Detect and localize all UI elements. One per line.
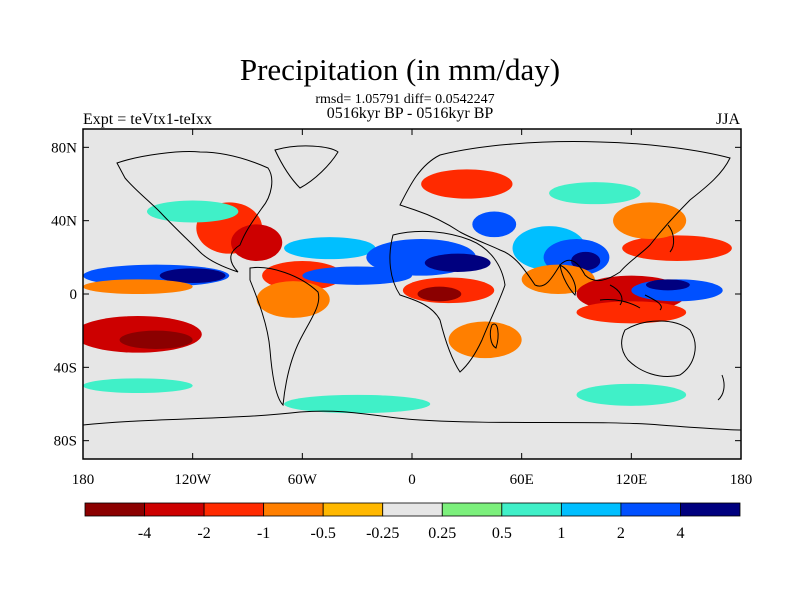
anomaly-region	[613, 202, 687, 240]
lat-label: 80S	[54, 434, 77, 450]
anomaly-region	[256, 281, 330, 318]
colorbar-label: 0.25	[428, 525, 456, 542]
anomaly-region	[119, 330, 193, 350]
experiment-label: Expt = teVtx1-teIxx	[83, 111, 212, 128]
stats-subtitle: rmsd= 1.05791 diff= 0.0542247	[315, 92, 495, 107]
lon-label: 120E	[615, 472, 647, 488]
colorbar-label: 1	[557, 525, 565, 542]
coast-south-america	[249, 266, 320, 407]
colorbar-label: 4	[676, 525, 684, 542]
anomaly-region	[417, 286, 462, 302]
colorbar-label: -0.5	[311, 525, 336, 542]
coast-antarctica	[83, 410, 741, 431]
colorbar-box	[322, 502, 384, 517]
anomaly-region	[83, 279, 193, 294]
season-label: JJA	[715, 111, 740, 128]
colorbar-box	[441, 502, 503, 517]
colorbar-box	[680, 502, 741, 517]
anomaly-region	[159, 268, 226, 283]
colorbar-box	[144, 502, 205, 517]
colorbar-box	[382, 502, 443, 517]
colorbar-box	[84, 502, 145, 517]
coast-japan	[667, 224, 675, 253]
lon-label: 120W	[174, 472, 212, 488]
colorbar-label: 2	[617, 525, 625, 542]
anomaly-region	[146, 200, 239, 223]
anomaly-region	[549, 182, 641, 205]
coastlines	[83, 141, 741, 431]
colorbar-box	[263, 502, 324, 517]
coast-africa	[389, 230, 506, 373]
anomaly-region	[424, 253, 491, 272]
colorbar-label: -4	[138, 525, 151, 542]
coast-australia	[621, 320, 696, 377]
lon-label: 60W	[288, 472, 318, 488]
plot-title: Precipitation (in mm/day)	[239, 52, 561, 87]
anomaly-region	[421, 169, 513, 199]
coast-greenland	[274, 145, 339, 189]
anomaly-region	[302, 266, 412, 285]
anomaly-region	[448, 321, 522, 359]
colorbar-box	[620, 502, 681, 517]
map-axes: 80N 40N 0 40S 80S 180 120W 60W 0 60E 120E 180	[51, 129, 752, 488]
lat-label: 40S	[54, 360, 77, 376]
colorbar-box	[501, 502, 562, 517]
colorbar: -4 -2 -1 -0.5 -0.25 0.25 0.5 1 2 4	[84, 502, 741, 542]
colorbar-label: -2	[197, 525, 210, 542]
coast-north-america	[116, 151, 273, 273]
anomaly-region	[576, 383, 687, 406]
lon-label: 60E	[510, 472, 534, 488]
colorbar-label: 0.5	[492, 525, 512, 542]
lat-label: 0	[70, 287, 78, 303]
lat-label: 40N	[51, 214, 77, 230]
anomaly-region	[284, 394, 431, 414]
coast-india	[559, 264, 577, 296]
anomaly-region	[472, 211, 517, 238]
coast-eurasia	[399, 141, 731, 287]
colorbar-box	[560, 502, 622, 517]
anomaly-region	[521, 264, 595, 295]
anomaly-region	[284, 237, 376, 260]
colorbar-box	[203, 502, 265, 517]
anomaly-region	[576, 301, 687, 324]
colorbar-label: -0.25	[366, 525, 399, 542]
colorbar-label: -1	[257, 525, 270, 542]
coast-indonesia	[599, 284, 662, 311]
precip-anomaly-field	[83, 169, 732, 414]
anomaly-region	[231, 224, 283, 261]
anomaly-region	[622, 235, 732, 261]
period-subtitle: 0516kyr BP - 0516kyr BP	[326, 105, 494, 122]
lon-label: 180	[730, 472, 753, 488]
coast-madagascar	[489, 323, 499, 349]
anomaly-region	[645, 279, 690, 291]
lon-label: 180	[72, 472, 95, 488]
lon-label: 0	[408, 472, 416, 488]
anomaly-region	[83, 378, 193, 393]
coast-new-zealand	[717, 374, 725, 401]
lat-label: 80N	[51, 140, 77, 156]
